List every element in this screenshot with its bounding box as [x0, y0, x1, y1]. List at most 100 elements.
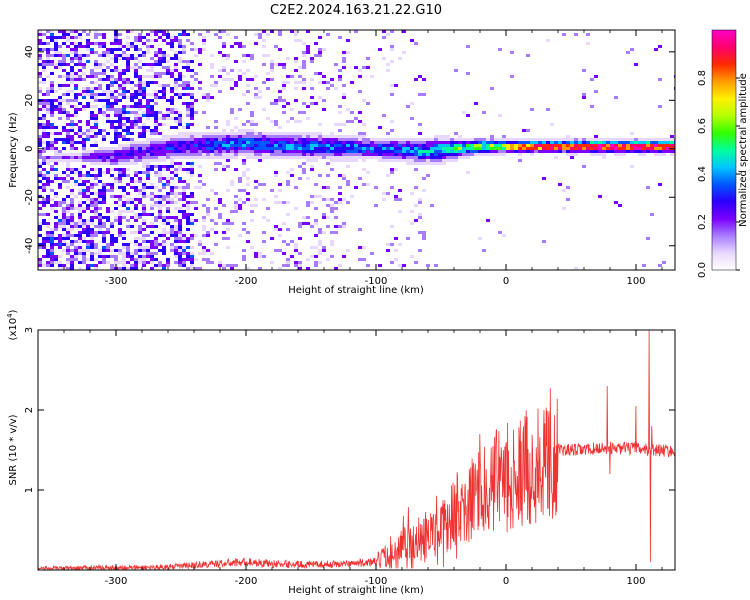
- heatmap-cell: [182, 189, 186, 192]
- heatmap-cell: [154, 219, 158, 222]
- heatmap-cell: [282, 153, 286, 156]
- heatmap-cell: [46, 213, 50, 216]
- heatmap-cell: [50, 189, 54, 192]
- heatmap-cell: [498, 141, 502, 144]
- heatmap-cell: [174, 120, 178, 123]
- heatmap-cell: [666, 150, 670, 153]
- heatmap-cell: [318, 54, 322, 57]
- heatmap-cell: [306, 141, 310, 144]
- heatmap-cell: [286, 150, 290, 153]
- heatmap-cell: [66, 162, 70, 165]
- heatmap-cell: [334, 156, 338, 159]
- heatmap-cell: [594, 141, 598, 144]
- heatmap-cell: [46, 195, 50, 198]
- heatmap-cell: [226, 147, 230, 150]
- heatmap-cell: [242, 171, 246, 174]
- heatmap-cell: [162, 222, 166, 225]
- heatmap-cell: [310, 144, 314, 147]
- heatmap-cell: [86, 156, 90, 159]
- heatmap-cell: [166, 114, 170, 117]
- heatmap-cell: [242, 201, 246, 204]
- heatmap-cell: [194, 141, 198, 144]
- heatmap-cell: [182, 66, 186, 69]
- heatmap-cell: [146, 117, 150, 120]
- heatmap-cell: [342, 150, 346, 153]
- heatmap-cell: [190, 213, 194, 216]
- heatmap-cell: [274, 150, 278, 153]
- heatmap-cell: [310, 159, 314, 162]
- heatmap-cell: [98, 72, 102, 75]
- heatmap-cell: [590, 150, 594, 153]
- heatmap-cell: [574, 144, 578, 147]
- heatmap-cell: [170, 141, 174, 144]
- x-tick-label: -200: [235, 576, 258, 587]
- heatmap-cell: [118, 120, 122, 123]
- heatmap-cell: [58, 204, 62, 207]
- heatmap-cell: [342, 93, 346, 96]
- heatmap-cell: [318, 231, 322, 234]
- heatmap-cell: [178, 240, 182, 243]
- heatmap-cell: [218, 141, 222, 144]
- heatmap-cell: [326, 162, 330, 165]
- heatmap-cell: [74, 114, 78, 117]
- heatmap-cell: [66, 84, 70, 87]
- heatmap-cell: [146, 99, 150, 102]
- heatmap-cell: [294, 132, 298, 135]
- heatmap-cell: [198, 33, 202, 36]
- heatmap-cell: [494, 150, 498, 153]
- heatmap-cell: [262, 240, 266, 243]
- heatmap-cell: [78, 135, 82, 138]
- heatmap-cell: [82, 54, 86, 57]
- heatmap-cell: [162, 144, 166, 147]
- heatmap-cell: [234, 144, 238, 147]
- heatmap-cell: [306, 117, 310, 120]
- heatmap-cell: [330, 156, 334, 159]
- heatmap-cell: [174, 51, 178, 54]
- heatmap-cell: [126, 138, 130, 141]
- heatmap-cell: [86, 246, 90, 249]
- heatmap-cell: [378, 159, 382, 162]
- heatmap-cell: [106, 156, 110, 159]
- heatmap-cell: [270, 153, 274, 156]
- heatmap-cell: [138, 201, 142, 204]
- heatmap-cell: [182, 252, 186, 255]
- heatmap-cell: [118, 114, 122, 117]
- heatmap-cell: [310, 147, 314, 150]
- heatmap-cell: [414, 162, 418, 165]
- heatmap-cell: [110, 141, 114, 144]
- heatmap-cell: [122, 117, 126, 120]
- heatmap-cell: [38, 165, 42, 168]
- heatmap-cell: [134, 48, 138, 51]
- heatmap-cell: [314, 150, 318, 153]
- heatmap-cell: [126, 255, 130, 258]
- heatmap-cell: [586, 33, 590, 36]
- heatmap-cell: [118, 204, 122, 207]
- heatmap-cell: [190, 150, 194, 153]
- heatmap-cell: [62, 264, 66, 267]
- heatmap-cell: [78, 54, 82, 57]
- heatmap-cell: [330, 231, 334, 234]
- heatmap-cell: [114, 96, 118, 99]
- heatmap-cell: [286, 180, 290, 183]
- heatmap-cell: [362, 147, 366, 150]
- heatmap-cell: [122, 90, 126, 93]
- heatmap-cell: [166, 192, 170, 195]
- heatmap-cell: [46, 123, 50, 126]
- heatmap-cell: [190, 96, 194, 99]
- heatmap-cell: [186, 246, 190, 249]
- heatmap-cell: [78, 225, 82, 228]
- heatmap-cell: [70, 123, 74, 126]
- heatmap-cell: [66, 99, 70, 102]
- heatmap-cell: [430, 153, 434, 156]
- heatmap-cell: [186, 156, 190, 159]
- snr-exponent-base: (x10: [8, 318, 19, 341]
- heatmap-cell: [118, 249, 122, 252]
- heatmap-cell: [386, 249, 390, 252]
- heatmap-cell: [90, 201, 94, 204]
- heatmap-cell: [598, 150, 602, 153]
- heatmap-cell: [462, 111, 466, 114]
- heatmap-cell: [74, 63, 78, 66]
- heatmap-cell: [134, 147, 138, 150]
- heatmap-cell: [330, 204, 334, 207]
- heatmap-cell: [410, 159, 414, 162]
